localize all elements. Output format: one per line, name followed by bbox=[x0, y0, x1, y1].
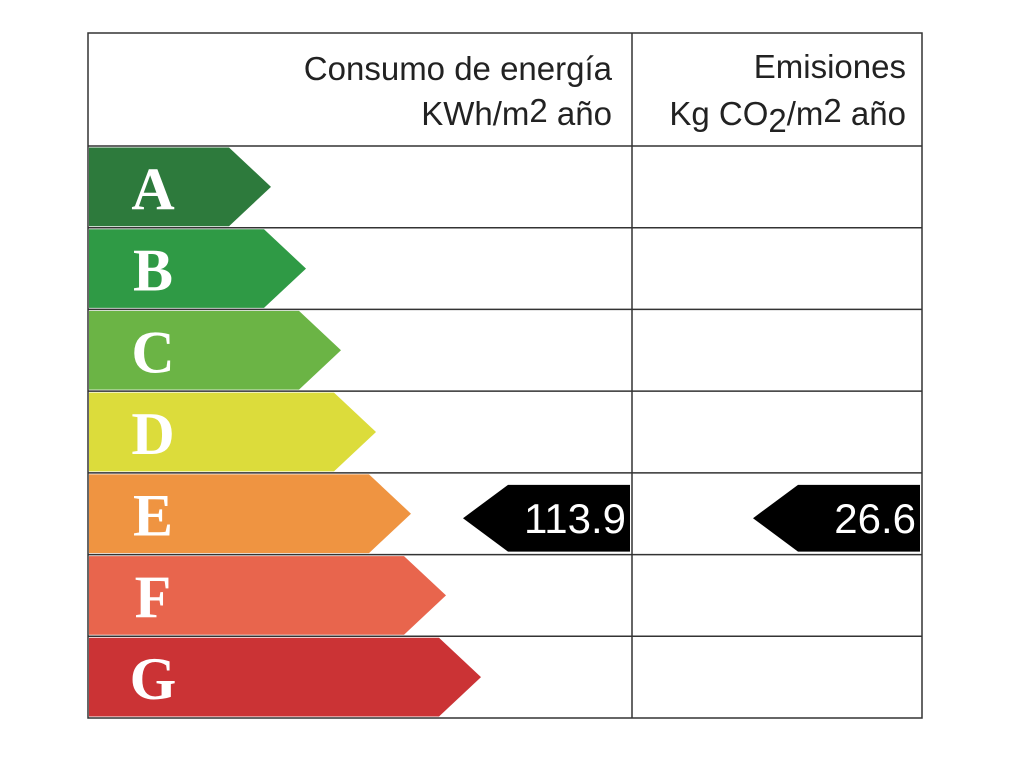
table-grid bbox=[87, 32, 923, 719]
unit-part: año bbox=[548, 95, 612, 132]
consumption-unit: KWh/m2 año bbox=[421, 92, 612, 132]
unit-sup: 2 bbox=[529, 92, 547, 129]
rating-letter: G bbox=[130, 646, 177, 712]
unit-part: KWh/m bbox=[421, 95, 529, 132]
indicator-arrow bbox=[463, 484, 630, 552]
indicator-arrow bbox=[753, 484, 920, 552]
indicator-value: 26.6 bbox=[834, 495, 916, 542]
rating-arrow bbox=[89, 229, 306, 308]
rating-arrow bbox=[89, 637, 481, 717]
rating-arrow bbox=[89, 474, 411, 554]
rating-arrow bbox=[89, 147, 271, 227]
unit-part: año bbox=[842, 95, 906, 132]
consumption-title: Consumo de energía bbox=[304, 50, 613, 87]
rating-letter: A bbox=[131, 156, 174, 222]
rating-arrow bbox=[89, 310, 341, 390]
rating-letter: D bbox=[131, 401, 174, 467]
rating-arrow bbox=[89, 556, 446, 635]
unit-part: Kg CO bbox=[669, 95, 768, 132]
rating-letter: F bbox=[135, 564, 172, 630]
rating-letter: E bbox=[133, 483, 173, 549]
indicator-value: 113.9 bbox=[524, 495, 626, 542]
rating-letter: B bbox=[133, 238, 173, 304]
unit-part: /m bbox=[787, 95, 824, 132]
rating-letter: C bbox=[131, 319, 174, 385]
emissions-unit: Kg CO2/m2 año bbox=[669, 92, 906, 139]
emissions-title: Emisiones bbox=[754, 48, 906, 85]
table-border bbox=[87, 32, 923, 719]
rating-arrow bbox=[89, 392, 376, 472]
unit-sub: 2 bbox=[768, 102, 786, 139]
unit-sup: 2 bbox=[823, 92, 841, 129]
